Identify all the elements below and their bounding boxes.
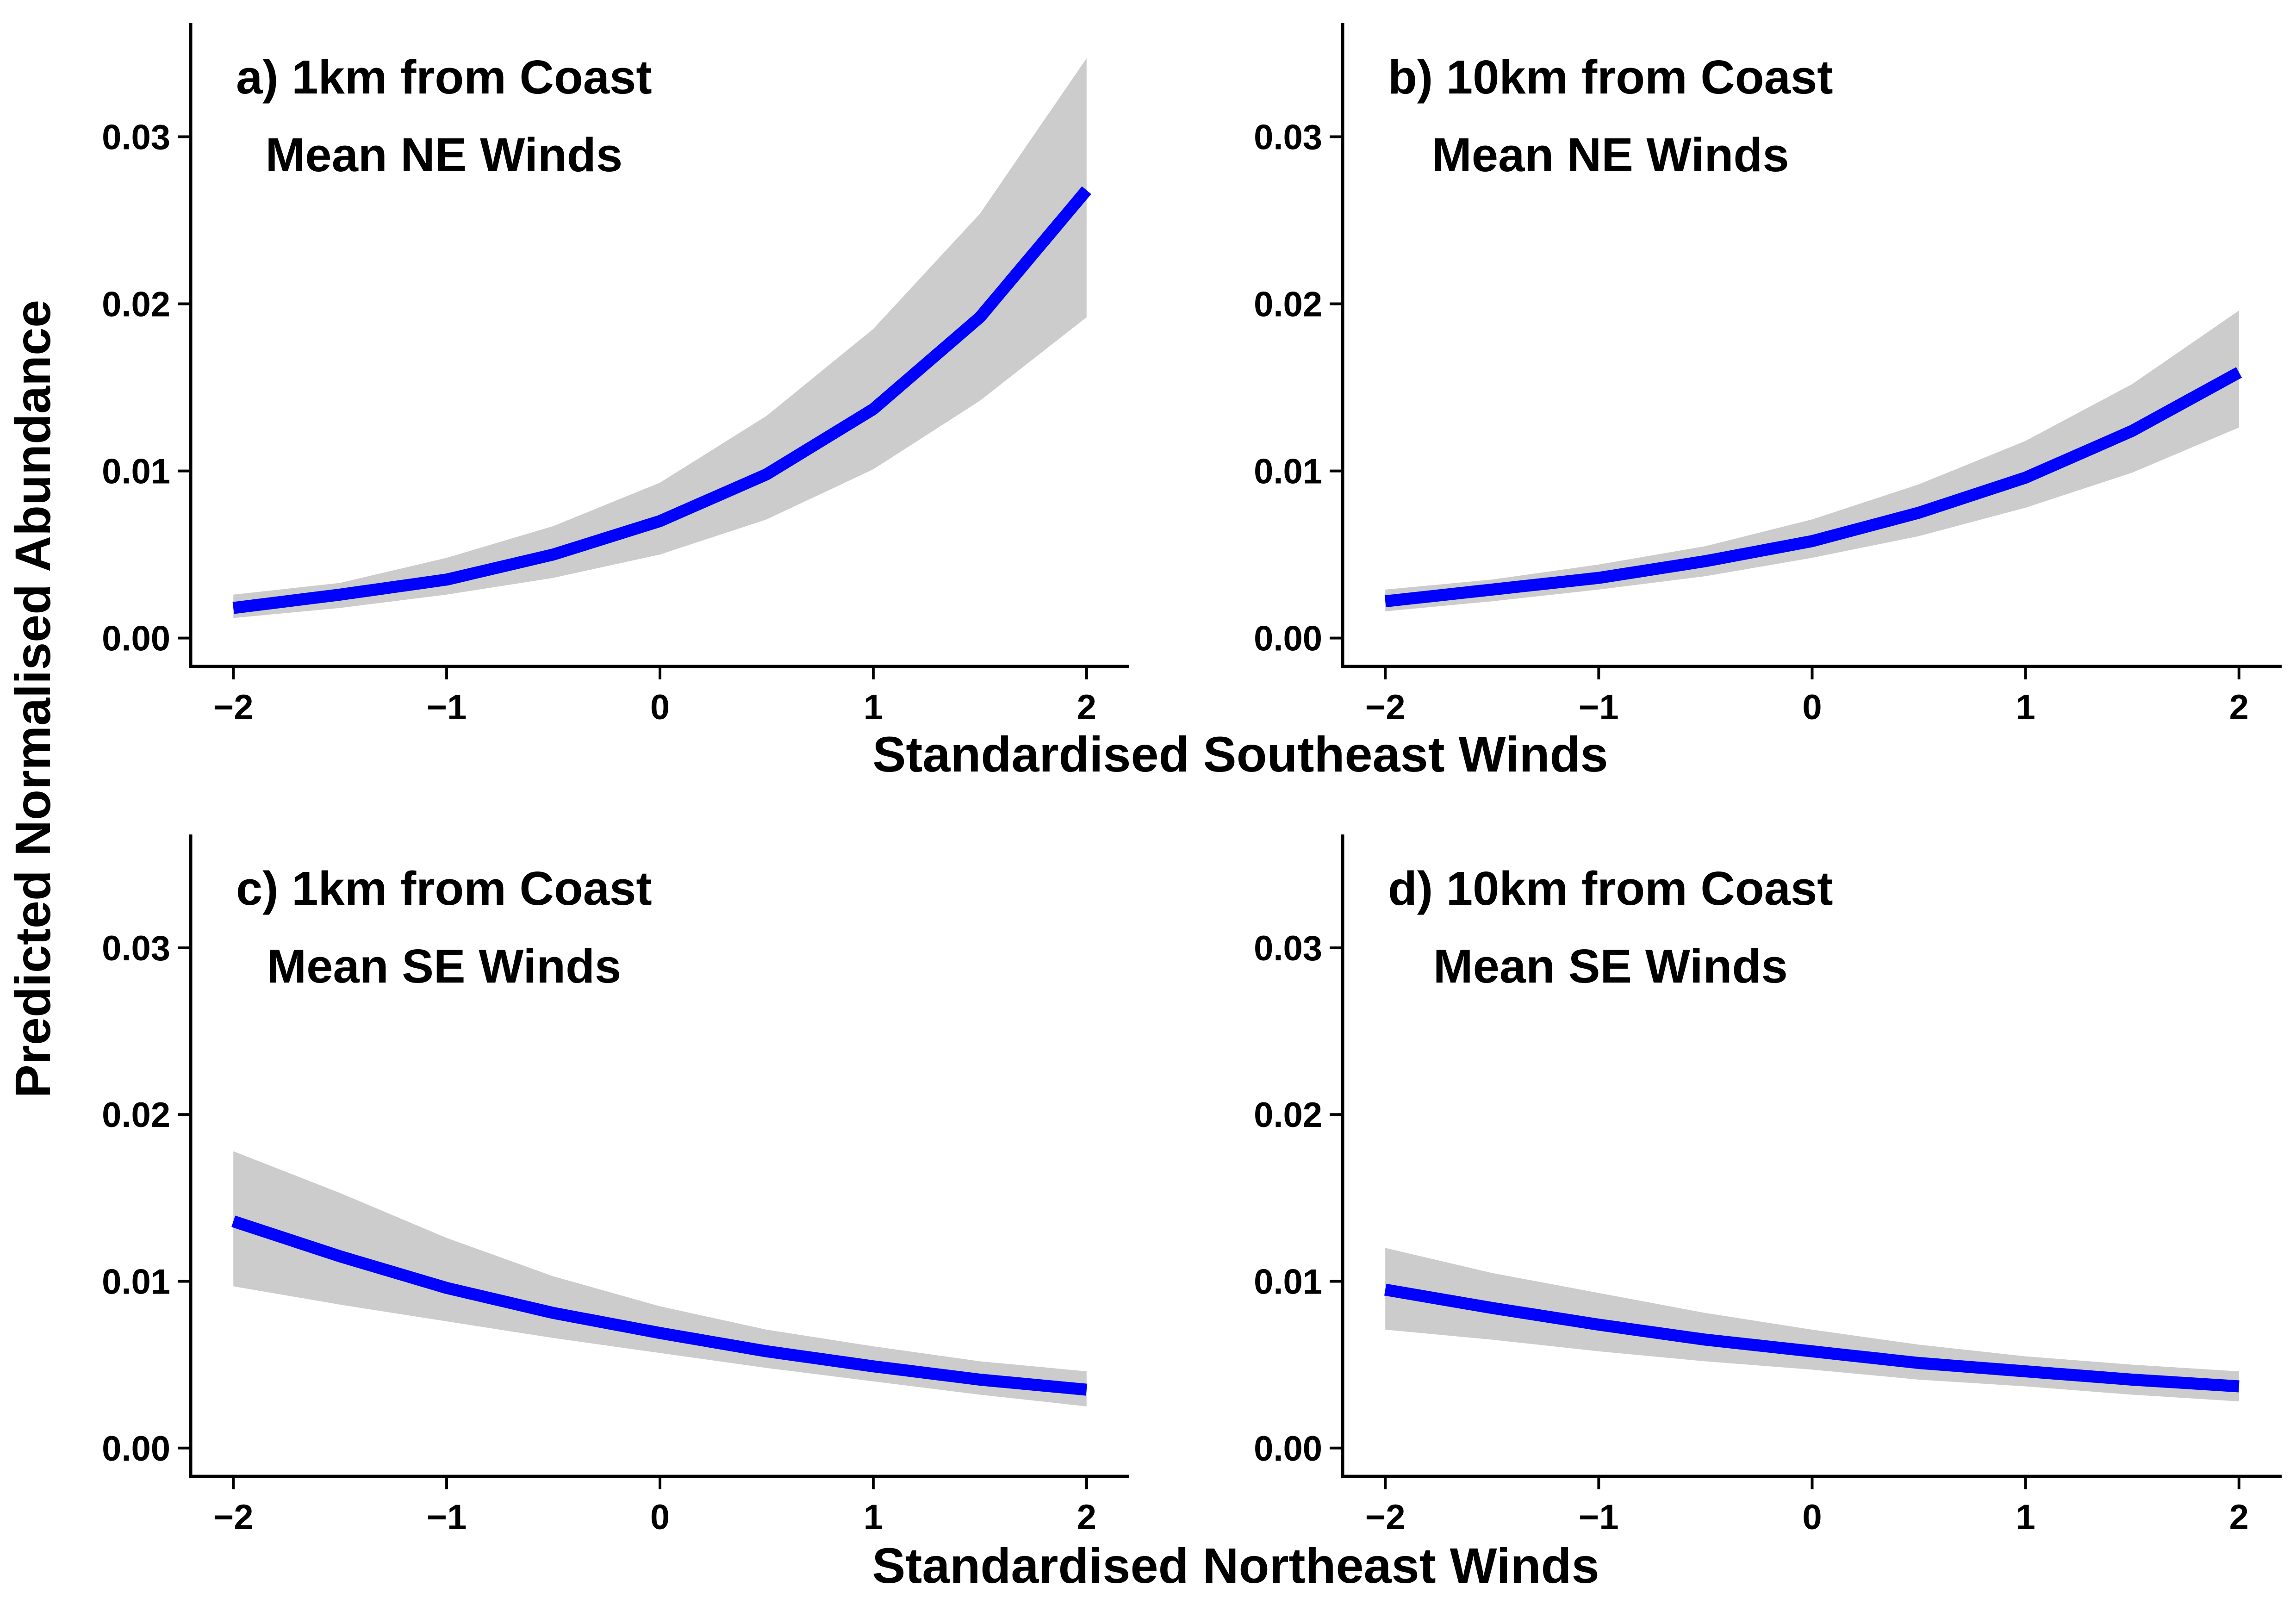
y-tick-label: 0.02 — [102, 1095, 170, 1135]
x-tick-label: 1 — [2016, 1498, 2035, 1537]
confidence-ribbon — [233, 58, 1087, 618]
x-axis-title-top: Standardised Southeast Winds — [872, 726, 1608, 782]
panel-b: 0.00 0.01 0.02 0.03 −2 −1 0 1 2 b) 10km from Coas… — [1254, 23, 2282, 727]
panel-title: c) 1km from Coast — [236, 862, 652, 915]
y-tick-label: 0.01 — [102, 452, 170, 492]
x-tick-label: −1 — [1579, 1498, 1619, 1537]
panel-c: 0.00 0.01 0.02 0.03 −2 −1 0 1 2 c) 1km from Coast… — [102, 834, 1129, 1537]
prediction-line — [1384, 1283, 2240, 1393]
x-tick-label: 0 — [650, 688, 670, 727]
x-tick-label: 0 — [1802, 688, 1822, 727]
y-tick-label: 0.00 — [1254, 1429, 1322, 1469]
panels: 0.00 0.01 0.02 0.03 −2 −1 0 1 2 a) 1km from Coast… — [102, 23, 2282, 1537]
x-tick-label: 2 — [2229, 688, 2249, 727]
panel-title: b) 10km from Coast — [1388, 50, 1833, 104]
y-tick-label: 0.01 — [1254, 452, 1322, 492]
x-tick-label: 2 — [1077, 1498, 1096, 1537]
y-tick-label: 0.03 — [1254, 118, 1322, 157]
y-tick-label: 0.00 — [102, 619, 170, 659]
x-axis-title-bottom: Standardised Northeast Winds — [872, 1537, 1599, 1593]
x-tick-label: 0 — [1802, 1498, 1822, 1537]
x-tick-label: 2 — [2229, 1498, 2249, 1537]
panel-title: d) 10km from Coast — [1388, 862, 1833, 915]
y-tick-label: 0.01 — [1254, 1262, 1322, 1301]
y-tick-label: 0.00 — [1254, 619, 1322, 659]
x-tick-label: −1 — [1579, 688, 1619, 727]
y-tick-label: 0.03 — [102, 929, 170, 968]
y-tick-label: 0.03 — [1254, 929, 1322, 968]
x-tick-label: −1 — [427, 1498, 467, 1537]
y-tick-label: 0.02 — [1254, 285, 1322, 324]
y-tick-label: 0.03 — [102, 118, 170, 157]
panel-a: 0.00 0.01 0.02 0.03 −2 −1 0 1 2 a) 1km from Coast… — [102, 23, 1129, 727]
prediction-line — [231, 1215, 1088, 1396]
panel-subtitle: Mean SE Winds — [267, 940, 621, 993]
x-tick-label: −2 — [213, 1498, 254, 1537]
panel-d: 0.00 0.01 0.02 0.03 −2 −1 0 1 2 d) 10km from Coas… — [1254, 834, 2282, 1537]
x-tick-label: −1 — [427, 688, 467, 727]
x-tick-label: −2 — [213, 688, 254, 727]
x-tick-label: 2 — [1077, 688, 1096, 727]
x-tick-label: −2 — [1365, 688, 1406, 727]
x-tick-label: 0 — [650, 1498, 670, 1537]
prediction-line — [232, 186, 1091, 614]
x-tick-label: −2 — [1365, 1498, 1406, 1537]
y-tick-label: 0.00 — [102, 1429, 170, 1469]
x-tick-label: 1 — [864, 1498, 883, 1537]
prediction-line — [1384, 367, 2242, 608]
y-tick-label: 0.02 — [102, 285, 170, 324]
panel-subtitle: Mean NE Winds — [265, 128, 622, 181]
panel-subtitle: Mean NE Winds — [1432, 128, 1789, 181]
y-axis-title: Predicted Normalised Abundance — [5, 300, 61, 1098]
x-tick-label: 1 — [864, 688, 883, 727]
x-tick-label: 1 — [2016, 688, 2035, 727]
panel-subtitle: Mean SE Winds — [1433, 940, 1788, 993]
y-tick-label: 0.01 — [102, 1262, 170, 1301]
y-tick-label: 0.02 — [1254, 1095, 1322, 1135]
panel-title: a) 1km from Coast — [236, 50, 652, 104]
confidence-ribbon — [1385, 1248, 2239, 1401]
